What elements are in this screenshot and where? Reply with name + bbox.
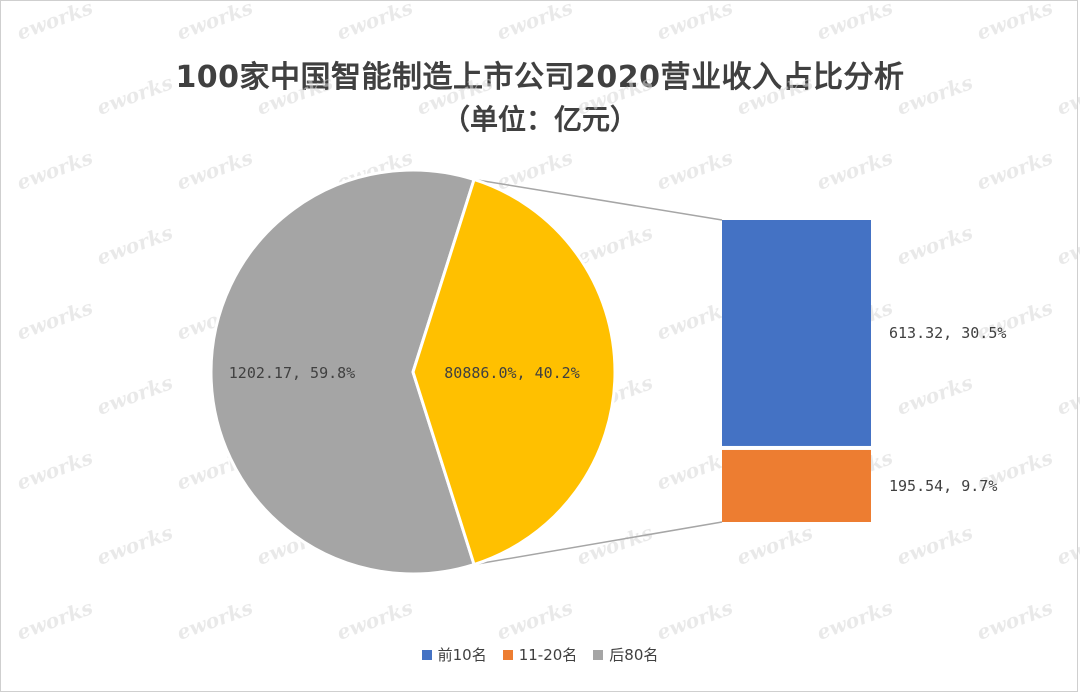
- watermark-text: eworks: [974, 0, 1056, 45]
- legend-label: 11-20名: [518, 646, 578, 664]
- legend-item: 前10名: [421, 644, 487, 665]
- watermark-text: eworks: [894, 520, 976, 570]
- watermark-text: eworks: [14, 0, 96, 45]
- watermark-text: eworks: [894, 220, 976, 270]
- watermark-text: eworks: [94, 520, 176, 570]
- legend-label: 前10名: [437, 646, 487, 664]
- watermark-text: eworks: [974, 595, 1056, 645]
- watermark-text: eworks: [1054, 520, 1080, 570]
- watermark-text: eworks: [974, 145, 1056, 195]
- watermark-text: eworks: [894, 370, 976, 420]
- watermark-text: eworks: [14, 445, 96, 495]
- watermark-text: eworks: [494, 0, 576, 45]
- data-label-other: 80886.0%, 40.2%: [444, 364, 579, 382]
- watermark-text: eworks: [94, 370, 176, 420]
- watermark-text: eworks: [174, 145, 256, 195]
- watermark-text: eworks: [734, 70, 816, 120]
- legend-item: 后80名: [593, 644, 658, 665]
- connector-bottom: [473, 521, 723, 566]
- watermark-text: eworks: [334, 595, 416, 645]
- connector-lines: [473, 178, 723, 566]
- watermark-text: eworks: [414, 70, 496, 120]
- bar-segment-rank11-20: [722, 449, 871, 522]
- pie: [209, 168, 617, 576]
- data-label-bottom80: 1202.17, 59.8%: [229, 364, 355, 382]
- watermark-text: eworks: [1054, 70, 1080, 120]
- bar-segment-top10: [722, 220, 871, 446]
- watermark-text: eworks: [494, 145, 576, 195]
- pie-slice-bottom80: [209, 168, 476, 576]
- watermark-text: eworks: [654, 145, 736, 195]
- watermark-text: eworks: [94, 220, 176, 270]
- watermark-text: eworks: [94, 70, 176, 120]
- watermark-text: eworks: [574, 220, 656, 270]
- pie-slice-other: [411, 177, 617, 567]
- watermark-text: eworks: [814, 145, 896, 195]
- legend: 前10名 11-20名 后80名: [0, 644, 1080, 665]
- legend-item: 11-20名: [502, 644, 578, 665]
- watermark-text: eworks: [254, 70, 336, 120]
- watermark-text: eworks: [174, 0, 256, 45]
- watermark-text: eworks: [1054, 220, 1080, 270]
- data-label-bar-1: 195.54, 9.7%: [889, 477, 997, 495]
- chart-title: 100家中国智能制造上市公司2020营业收入占比分析: [175, 60, 905, 95]
- data-labels: 1202.17, 59.8% 80886.0%, 40.2% 613.32, 30.…: [229, 324, 1007, 495]
- watermark-text: eworks: [494, 595, 576, 645]
- watermark-text: eworks: [14, 595, 96, 645]
- legend-swatch: [502, 649, 513, 660]
- data-label-bar-0: 613.32, 30.5%: [889, 324, 1006, 342]
- stacked-bar: [722, 220, 871, 522]
- legend-swatch: [421, 649, 432, 660]
- connector-top: [473, 178, 723, 221]
- watermark-text: eworks: [814, 595, 896, 645]
- watermark-text: eworks: [814, 0, 896, 45]
- watermark-text: eworks: [174, 595, 256, 645]
- chart-subtitle: （单位：亿元）: [441, 103, 638, 136]
- watermark-text: eworks: [654, 0, 736, 45]
- watermark-text: eworks: [14, 295, 96, 345]
- watermark-text: eworks: [14, 145, 96, 195]
- watermark-text: eworks: [894, 70, 976, 120]
- legend-label: 后80名: [609, 646, 659, 664]
- watermark-text: eworks: [334, 0, 416, 45]
- watermark-text: eworks: [574, 70, 656, 120]
- watermark-text: eworks: [1054, 370, 1080, 420]
- watermark-text: eworks: [734, 520, 816, 570]
- watermark-text: eworks: [654, 595, 736, 645]
- legend-swatch: [593, 649, 604, 660]
